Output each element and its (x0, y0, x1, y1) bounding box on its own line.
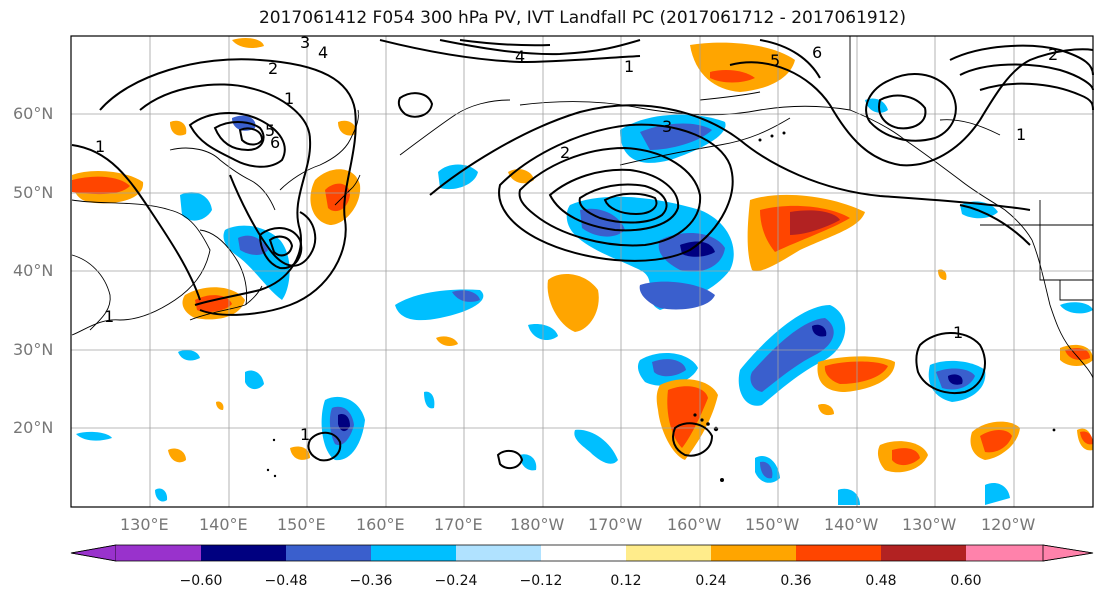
svg-text:4: 4 (515, 47, 525, 66)
lon-label-130w: 130°W (902, 515, 957, 534)
lon-label-120w: 120°W (981, 515, 1036, 534)
contour-labels: 1 2 3 4 5 6 1 2 3 4 1 5 6 1 2 1 1 1 (95, 33, 1058, 444)
svg-text:1: 1 (953, 323, 963, 342)
lon-label-160e: 160°E (356, 515, 405, 534)
lat-label-20n: 20°N (13, 418, 54, 437)
lon-label-140e: 140°E (199, 515, 248, 534)
svg-text:2: 2 (560, 143, 570, 162)
lon-label-130e: 130°E (120, 515, 169, 534)
lon-label-140w: 140°W (824, 515, 879, 534)
colorbar-tick: −0.12 (519, 573, 563, 589)
svg-text:5: 5 (770, 51, 780, 70)
colorbar-tick: 0.48 (865, 573, 897, 589)
colorbar-tick: 0.60 (950, 573, 982, 589)
svg-text:6: 6 (270, 133, 280, 152)
lon-label-150e: 150°E (277, 515, 326, 534)
pv-shading (72, 38, 1093, 505)
map-title: 2017061412 F054 300 hPa PV, IVT Landfall… (258, 8, 906, 28)
svg-text:2: 2 (268, 59, 278, 78)
colorbar-tick: 0.24 (695, 573, 727, 589)
svg-text:5: 5 (265, 121, 275, 140)
colorbar-min-arrow (70, 544, 117, 562)
lon-label-170e: 170°E (434, 515, 483, 534)
svg-text:1: 1 (1016, 125, 1026, 144)
colorbar-tick: 0.12 (610, 573, 642, 589)
svg-text:1: 1 (284, 89, 294, 108)
svg-text:3: 3 (662, 117, 672, 136)
svg-text:2: 2 (1048, 45, 1058, 64)
colorbar-tick: −0.48 (264, 573, 308, 589)
lon-label-170w: 170°W (588, 515, 643, 534)
colorbar-max-arrow (1042, 544, 1094, 562)
svg-text:1: 1 (300, 425, 310, 444)
colorbar-tick: −0.24 (434, 573, 478, 589)
colorbar-tick: −0.60 (179, 573, 223, 589)
ivt-contours (71, 39, 1094, 470)
colorbar (70, 544, 1094, 562)
svg-text:4: 4 (318, 43, 328, 62)
lat-label-60n: 60°N (13, 104, 54, 123)
lon-label-150w: 150°W (745, 515, 800, 534)
svg-text:6: 6 (812, 43, 822, 62)
svg-text:1: 1 (104, 307, 114, 326)
lon-label-160w: 160°W (667, 515, 722, 534)
lat-label-50n: 50°N (13, 183, 54, 202)
islands (266, 131, 1056, 482)
colorbar-tick: −0.36 (349, 573, 393, 589)
lat-label-30n: 30°N (13, 340, 54, 359)
lat-label-40n: 40°N (13, 261, 54, 280)
colorbar-tick: 0.36 (780, 573, 812, 589)
svg-text:1: 1 (624, 57, 634, 76)
lon-label-180w: 180°W (510, 515, 565, 534)
svg-text:3: 3 (300, 33, 310, 52)
svg-text:1: 1 (95, 137, 105, 156)
